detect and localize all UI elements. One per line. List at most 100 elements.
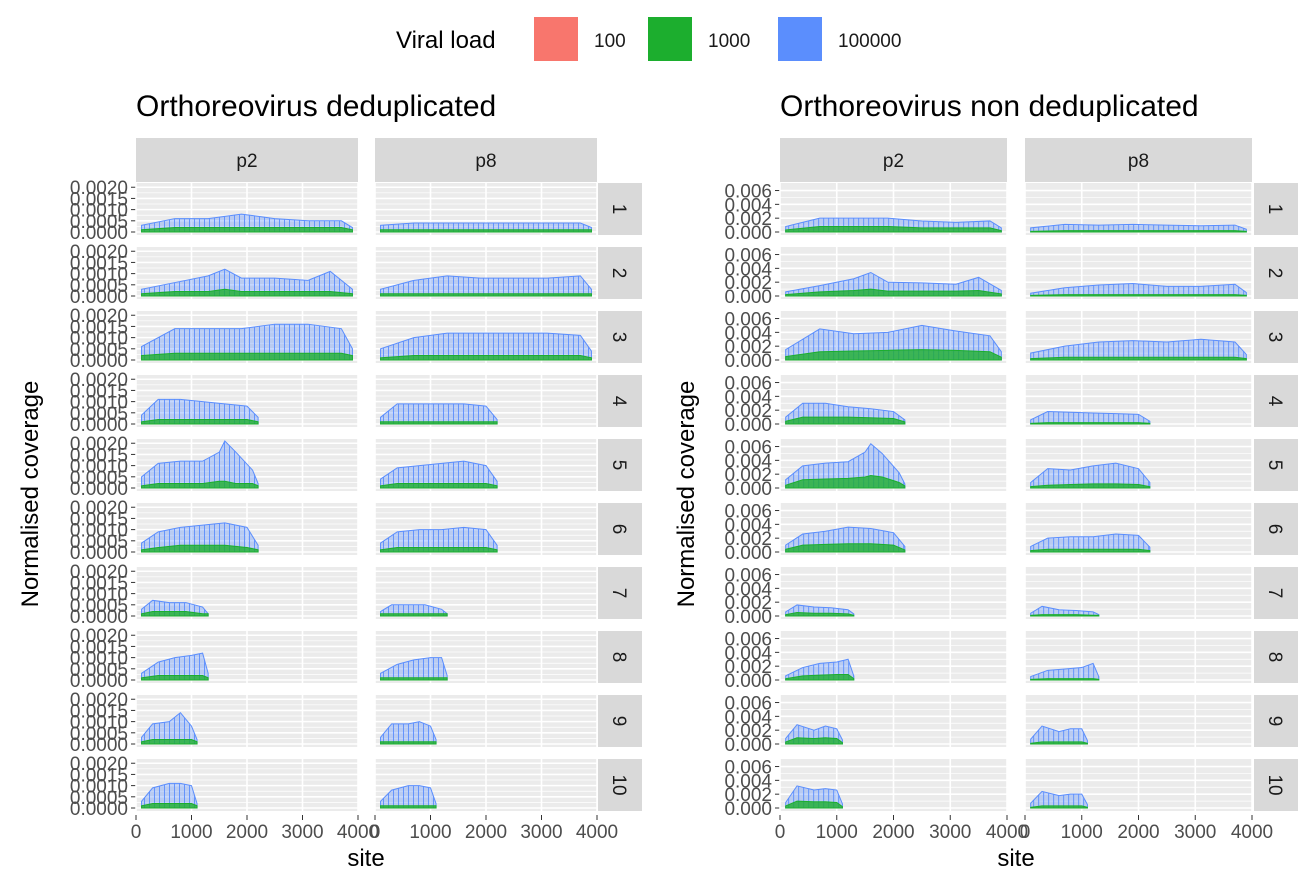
panel-p2-4 xyxy=(135,375,359,427)
panel-p2-1 xyxy=(779,183,1008,235)
y-tick-label: 0.0000 xyxy=(70,607,128,628)
coverage-area-1000 xyxy=(785,800,843,809)
legend-key-100 xyxy=(534,17,578,61)
row-strip-label: 10 xyxy=(1264,774,1285,795)
y-tick-label: 0.002 xyxy=(724,209,772,230)
panel-p8-4 xyxy=(374,375,598,427)
y-tick-label: 0.0000 xyxy=(70,223,128,244)
y-tick-label: 0.002 xyxy=(724,785,772,806)
row-strip-label: 4 xyxy=(1264,396,1285,407)
panel-p2-10 xyxy=(779,759,1008,811)
row-strip-label: 3 xyxy=(1264,332,1285,343)
row-strip-6 xyxy=(598,503,642,555)
panel-p2-3 xyxy=(779,311,1008,363)
coverage-area-100000 xyxy=(1030,462,1151,489)
row-strip-4 xyxy=(598,375,642,427)
y-tick-label: 0.0010 xyxy=(70,585,128,606)
y-tick-label: 0.0010 xyxy=(70,329,128,350)
y-tick-label: 0.0010 xyxy=(70,457,128,478)
legend-label-1000: 1000 xyxy=(708,31,750,52)
coverage-area-1000 xyxy=(785,737,843,745)
coverage-area-1000 xyxy=(785,543,906,553)
coverage-area-100000 xyxy=(1030,533,1151,553)
coverage-area-100000 xyxy=(1030,411,1151,425)
row-strip-label: 9 xyxy=(608,716,629,727)
panel-p2-9 xyxy=(135,695,359,747)
row-strip-6 xyxy=(1254,503,1298,555)
panel-p8-5 xyxy=(1024,439,1253,491)
coverage-area-1000 xyxy=(785,349,1002,361)
panel-p2-7 xyxy=(135,567,359,619)
y-tick-label: 0.0010 xyxy=(70,713,128,734)
y-tick-label: 0.0000 xyxy=(70,735,128,756)
panel-p2-5 xyxy=(779,439,1008,491)
y-tick-label: 0.0015 xyxy=(70,573,128,594)
y-tick-label: 0.006 xyxy=(724,374,772,395)
panel-p2-3 xyxy=(135,311,359,363)
panel-p8-9 xyxy=(1024,695,1253,747)
coverage-area-1000 xyxy=(380,741,437,745)
y-tick-label: 0.0000 xyxy=(70,543,128,564)
chart-title-deduplicated: Orthoreovirus deduplicated xyxy=(136,90,496,123)
x-tick-label: 0 xyxy=(131,822,142,843)
y-tick-label: 0.0005 xyxy=(70,596,128,617)
panel-p2-5 xyxy=(135,439,359,491)
coverage-area-1000 xyxy=(380,355,592,361)
coverage-area-1000 xyxy=(141,803,198,809)
y-tick-label: 0.000 xyxy=(724,223,772,244)
y-tick-label: 0.0005 xyxy=(70,212,128,233)
row-strip-9 xyxy=(1254,695,1298,747)
column-strip-p2 xyxy=(136,138,358,182)
y-tick-label: 0.0015 xyxy=(70,381,128,402)
coverage-area-1000 xyxy=(141,352,353,361)
y-tick-label: 0.000 xyxy=(724,287,772,308)
chart-title-non-deduplicated: Orthoreovirus non deduplicated xyxy=(780,90,1199,123)
panel-p8-8 xyxy=(374,631,598,683)
coverage-area-1000 xyxy=(1030,614,1100,617)
x-tick-label: 3000 xyxy=(520,822,562,843)
y-tick-label: 0.0020 xyxy=(70,498,128,519)
panel-p8-8 xyxy=(1024,631,1253,683)
row-strip-label: 7 xyxy=(1264,588,1285,599)
y-tick-label: 0.000 xyxy=(724,479,772,500)
coverage-area-1000 xyxy=(1030,422,1151,425)
panel-p2-6 xyxy=(135,503,359,555)
row-strip-7 xyxy=(598,567,642,619)
y-tick-label: 0.0005 xyxy=(70,468,128,489)
y-tick-label: 0.000 xyxy=(724,671,772,692)
y-axis-label-deduplicated: Normalised coverage xyxy=(17,381,44,608)
y-tick-label: 0.0020 xyxy=(70,178,128,199)
coverage-area-1000 xyxy=(141,227,353,233)
row-strip-label: 6 xyxy=(608,524,629,535)
panel-p8-9 xyxy=(374,695,598,747)
coverage-area-1000 xyxy=(1030,741,1088,745)
y-tick-label: 0.006 xyxy=(724,630,772,651)
y-tick-label: 0.0020 xyxy=(70,626,128,647)
x-tick-label: 0 xyxy=(1020,822,1031,843)
legend-label-100000: 100000 xyxy=(838,31,901,52)
row-strip-label: 1 xyxy=(1264,204,1285,215)
row-strip-label: 10 xyxy=(608,774,629,795)
y-tick-label: 0.0010 xyxy=(70,521,128,542)
y-tick-label: 0.0000 xyxy=(70,351,128,372)
y-tick-label: 0.0000 xyxy=(70,287,128,308)
column-strip-label: p8 xyxy=(1128,151,1149,172)
coverage-area-1000 xyxy=(141,611,209,617)
x-tick-label: 2000 xyxy=(1117,822,1159,843)
panel-p8-1 xyxy=(374,183,598,235)
y-tick-label: 0.0005 xyxy=(70,660,128,681)
coverage-area-1000 xyxy=(141,739,198,745)
column-strip-label: p2 xyxy=(236,151,257,172)
coverage-area-1000 xyxy=(380,547,498,553)
coverage-area-1000 xyxy=(380,677,448,681)
chart-non-deduplicated: Orthoreovirus non deduplicated Normalise… xyxy=(673,90,1298,872)
legend-key-100000 xyxy=(778,17,822,61)
row-strip-label: 7 xyxy=(608,588,629,599)
facet-grid-non-deduplicated: p2 p810.0000.0020.0040.00620.0000.0020.00… xyxy=(724,138,1298,843)
y-tick-label: 0.004 xyxy=(724,259,772,280)
y-tick-label: 0.0005 xyxy=(70,724,128,745)
row-strip-label: 1 xyxy=(608,204,629,215)
y-tick-label: 0.0000 xyxy=(70,415,128,436)
row-strip-1 xyxy=(598,183,642,235)
